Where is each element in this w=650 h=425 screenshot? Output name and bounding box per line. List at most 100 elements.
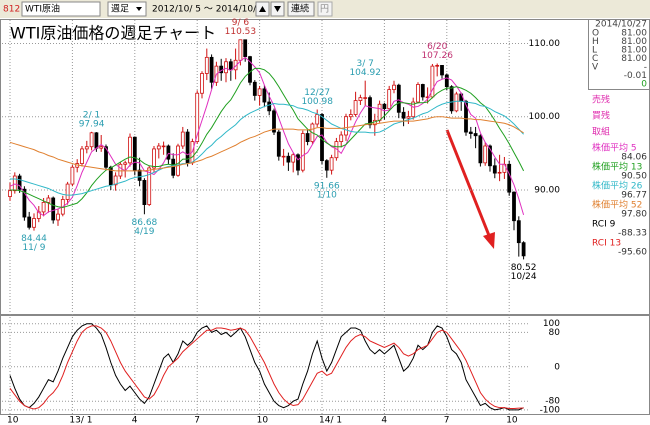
quote-value: - xyxy=(644,63,647,73)
x-tick-label: 13/ 1 xyxy=(69,416,92,425)
series-line xyxy=(9,325,524,410)
candle-body xyxy=(468,131,473,134)
y-tick-label: 0 xyxy=(554,362,560,372)
annotation-value: 97.94 xyxy=(79,119,105,129)
continuous-button[interactable] xyxy=(287,1,315,17)
candle-body xyxy=(353,100,358,115)
annotation-value: 110.53 xyxy=(225,27,257,37)
y-tick-label: 80 xyxy=(549,328,561,338)
period: 週足 xyxy=(111,4,129,15)
candle-body xyxy=(473,133,478,137)
period-select[interactable] xyxy=(107,1,147,17)
down-icon xyxy=(274,6,281,12)
candle-body xyxy=(209,56,214,83)
candle-body xyxy=(123,162,128,165)
quote-change: 0 xyxy=(641,80,647,90)
candle-body xyxy=(300,133,305,171)
candle-body xyxy=(516,220,521,244)
chart-title: WTI原油価格の週足チャート xyxy=(10,24,216,43)
candle-body xyxy=(41,201,46,213)
legend-name: 株価平均 52 xyxy=(592,199,642,211)
legend-name: 売残 xyxy=(592,94,610,106)
candle-body xyxy=(411,101,416,118)
candle-body xyxy=(368,97,372,126)
annotation-value: 104.92 xyxy=(349,68,381,78)
x-tick-label: 4 xyxy=(381,416,387,425)
annotation-value: 91.66 xyxy=(314,181,340,191)
annotation-date: 3/ 7 xyxy=(357,59,374,69)
candle-body xyxy=(483,145,488,164)
candle-body xyxy=(440,65,444,76)
unit: 円 xyxy=(320,4,329,15)
annotation-value: 84.44 xyxy=(21,234,47,244)
x-tick-label: 14/ 1 xyxy=(319,416,342,425)
x-tick-label: 10 xyxy=(257,416,269,425)
quote-value: 81.00 xyxy=(621,54,647,64)
candle-body xyxy=(224,61,228,74)
candle-body xyxy=(128,136,132,164)
candle-body xyxy=(238,39,243,61)
candle-body xyxy=(382,103,387,110)
annotation-date: 2/ 1 xyxy=(83,110,100,120)
arrow-head xyxy=(483,232,495,249)
up-icon xyxy=(259,6,266,12)
legend-value: 84.06 xyxy=(621,153,647,163)
series-line xyxy=(9,116,524,172)
quote-value: 81.00 xyxy=(621,29,647,39)
annotation-date: 1/10 xyxy=(317,190,337,200)
candle-body xyxy=(339,134,344,142)
candle-body xyxy=(99,146,104,149)
candle-body xyxy=(104,146,108,168)
legend-value: 90.50 xyxy=(621,172,647,182)
y-tick-label: -100 xyxy=(540,405,561,415)
code: 812 xyxy=(3,5,20,15)
x-tick-label: 10 xyxy=(7,416,19,425)
series-line xyxy=(9,323,524,411)
annotation-date: 4/19 xyxy=(134,227,154,237)
candle-body xyxy=(401,111,406,119)
arrow-shaft xyxy=(445,129,492,239)
name-box[interactable] xyxy=(21,1,101,17)
name: WTI原油 xyxy=(25,3,60,15)
candle-body xyxy=(348,114,353,118)
candle-body xyxy=(492,165,497,174)
annotation-value: 80.52 xyxy=(511,263,537,273)
candle-body xyxy=(272,110,276,133)
candle-body xyxy=(8,190,12,197)
annotation-date: 10/24 xyxy=(511,272,537,282)
candle-body xyxy=(444,74,449,88)
annotation-value: 100.98 xyxy=(301,97,333,107)
y-tick-label: 100 xyxy=(543,319,560,329)
candle-body xyxy=(204,56,209,74)
candle-body xyxy=(377,103,382,121)
candle-body xyxy=(12,175,17,192)
candle-body xyxy=(320,114,324,162)
quote-value: 81.00 xyxy=(621,46,647,56)
quote-date: 2014/10/27 xyxy=(595,20,647,30)
series-line xyxy=(10,100,524,196)
candle-body xyxy=(497,171,502,174)
legend-name: RCI 13 xyxy=(592,239,621,249)
legend-name: 買残 xyxy=(592,110,610,122)
range: 2012/10/ 5 ～ 2014/10/27 xyxy=(152,5,268,15)
candle-body xyxy=(32,218,36,228)
candle-body xyxy=(142,180,147,205)
legend-name: RCI 9 xyxy=(592,220,616,230)
candle-body xyxy=(195,92,200,142)
candle-body xyxy=(27,216,32,228)
candle-body xyxy=(108,166,113,186)
candle-body xyxy=(478,135,483,164)
unit-button[interactable] xyxy=(317,1,333,17)
candle-body xyxy=(17,175,22,190)
candle-body xyxy=(70,166,75,185)
annotation-date: 11/ 9 xyxy=(22,243,45,253)
x-tick-label: 4 xyxy=(132,416,138,425)
candle-body xyxy=(94,132,99,149)
legend-name: 株価平均 5 xyxy=(592,142,637,154)
candle-body xyxy=(22,188,27,218)
quote-key: V xyxy=(592,63,599,73)
legend-value: 97.80 xyxy=(621,210,647,220)
annotation-date: 6/20 xyxy=(427,42,447,52)
legend-name: 株価平均 13 xyxy=(592,161,642,173)
